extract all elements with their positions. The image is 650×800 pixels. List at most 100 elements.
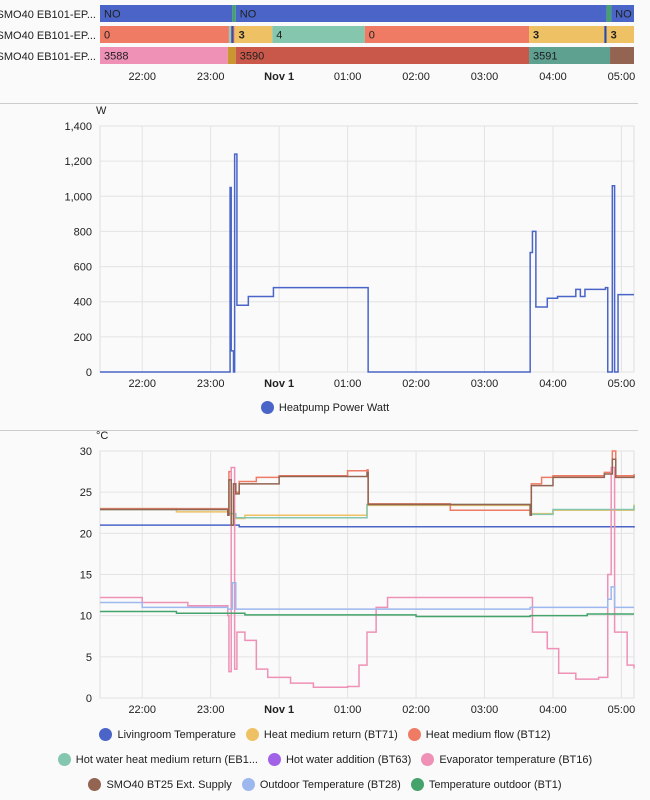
y-tick-label: 800 xyxy=(74,226,92,238)
temperature-legend: Livingroom Temperature Heat medium return… xyxy=(0,722,650,797)
legend-item[interactable]: Hot water heat medium return (EB1... xyxy=(57,747,258,772)
legend-item[interactable]: Evaporator temperature (BT16) xyxy=(421,747,592,772)
series-line xyxy=(100,466,635,689)
timeline-segment-value: 4 xyxy=(276,30,282,42)
timeline-segment[interactable]: NO xyxy=(100,5,233,22)
timeline-segment[interactable]: 3588 xyxy=(100,47,228,64)
legend-item[interactable]: Outdoor Temperature (BT28) xyxy=(241,772,401,797)
timeline-segment-bar xyxy=(606,5,612,22)
legend-label: Heat medium return (BT71) xyxy=(263,728,398,741)
timeline-segment[interactable]: NO xyxy=(611,5,634,22)
x-tick-label: Nov 1 xyxy=(264,378,294,390)
x-tick-label: 03:00 xyxy=(471,378,499,390)
timeline-segment-bar xyxy=(235,47,530,64)
timeline-segment[interactable] xyxy=(606,5,612,22)
timeline-segment-bar xyxy=(232,5,236,22)
legend-swatch-icon xyxy=(88,778,102,791)
timeline-segment[interactable]: 4 xyxy=(272,26,365,43)
x-tick-label: 02:00 xyxy=(402,71,430,83)
legend-item[interactable]: Heatpump Power Watt xyxy=(260,395,389,420)
timeline-segment-bar xyxy=(235,5,607,22)
timeline-segment[interactable]: 3591 xyxy=(529,47,611,64)
y-tick-label: 1,000 xyxy=(64,191,92,203)
legend-label: Heat medium flow (BT12) xyxy=(425,728,551,741)
x-tick-label: 23:00 xyxy=(197,378,225,390)
timeline-segment-value: NO xyxy=(240,9,257,21)
timeline-segment[interactable]: 3 xyxy=(234,26,273,43)
series-line xyxy=(100,581,634,610)
legend-label: Outdoor Temperature (BT28) xyxy=(259,778,401,791)
legend-label: Evaporator temperature (BT16) xyxy=(439,753,593,766)
timeline-segment-value: NO xyxy=(615,9,632,21)
timeline-segment[interactable] xyxy=(228,26,232,43)
x-tick-label: 03:00 xyxy=(471,704,499,716)
x-tick-label: 01:00 xyxy=(334,378,362,390)
timeline-segment[interactable]: NO xyxy=(235,5,607,22)
timeline-row-label: SMO40 EB101-EP... xyxy=(0,9,96,21)
timeline-segment-bar xyxy=(604,26,607,43)
x-tick-label: 23:00 xyxy=(197,704,225,716)
power-legend: Heatpump Power Watt xyxy=(0,395,650,420)
legend-swatch-icon xyxy=(99,728,113,741)
legend-swatch-icon xyxy=(245,728,259,741)
timeline-segment-value: 0 xyxy=(369,30,375,42)
legend-item[interactable]: Heat medium flow (BT12) xyxy=(407,722,551,747)
timeline-segment[interactable] xyxy=(610,47,634,64)
timeline-segment[interactable] xyxy=(231,26,234,43)
x-tick-label: 02:00 xyxy=(402,704,430,716)
divider xyxy=(0,430,638,431)
legend-label: Livingroom Temperature xyxy=(117,728,236,741)
timeline-segment-bar xyxy=(272,26,365,43)
legend-item[interactable]: Livingroom Temperature xyxy=(99,722,236,747)
timeline-segment-value: NO xyxy=(104,9,121,21)
timeline-segment[interactable] xyxy=(232,5,236,22)
y-tick-label: 15 xyxy=(80,570,92,582)
legend-label: Hot water heat medium return (EB1... xyxy=(75,753,258,766)
divider xyxy=(0,103,638,104)
legend-label: Temperature outdoor (BT1) xyxy=(428,778,562,791)
y-tick-label: 600 xyxy=(74,262,92,274)
x-tick-label: 23:00 xyxy=(197,71,225,83)
timeline-row-label: SMO40 EB101-EP... xyxy=(0,30,96,42)
series-line xyxy=(100,524,635,528)
timeline-segment[interactable] xyxy=(604,26,607,43)
timeline-segment[interactable]: 3 xyxy=(529,26,605,43)
x-tick-label: 01:00 xyxy=(334,704,362,716)
timeline-segment-bar xyxy=(610,47,634,64)
x-tick-label: 22:00 xyxy=(128,71,156,83)
legend-item[interactable]: Temperature outdoor (BT1) xyxy=(410,772,562,797)
timeline-segment-value: 3 xyxy=(533,30,539,42)
y-tick-label: 0 xyxy=(86,367,92,379)
timeline-segment[interactable]: 3590 xyxy=(235,47,530,64)
legend-swatch-icon xyxy=(267,753,281,766)
timeline-segment-value: 3 xyxy=(239,30,245,42)
legend-label: SMO40 BT25 Ext. Supply xyxy=(106,778,232,791)
timeline-segment[interactable]: 0 xyxy=(364,26,530,43)
timeline-segment-bar xyxy=(529,47,611,64)
x-tick-label: 05:00 xyxy=(608,378,636,390)
y-tick-label: 20 xyxy=(80,528,92,540)
timeline-segment[interactable] xyxy=(227,47,236,64)
timeline-segment-bar xyxy=(611,5,634,22)
legend-swatch-icon xyxy=(410,778,424,791)
timeline-segment-value: 3 xyxy=(611,30,617,42)
legend-item[interactable]: Heat medium return (BT71) xyxy=(245,722,398,747)
timeline-segment-bar xyxy=(100,5,233,22)
x-tick-label: 04:00 xyxy=(539,71,567,83)
timeline-segment-bar xyxy=(100,26,229,43)
timeline-segment[interactable] xyxy=(233,26,235,43)
x-tick-label: 03:00 xyxy=(471,71,499,83)
legend-item[interactable]: Hot water addition (BT63) xyxy=(267,747,411,772)
timeline-segment-bar xyxy=(228,26,232,43)
timeline-segment-value: 0 xyxy=(104,30,110,42)
legend-swatch-icon xyxy=(407,728,421,741)
legend-swatch-icon xyxy=(260,401,274,414)
timeline-segment[interactable]: 3 xyxy=(606,26,634,43)
legend-swatch-icon xyxy=(241,778,255,791)
timeline-segment[interactable]: 0 xyxy=(100,26,229,43)
x-tick-label: 22:00 xyxy=(128,378,156,390)
timeline-segment-bar xyxy=(231,26,234,43)
x-tick-label: 05:00 xyxy=(608,704,636,716)
legend-item[interactable]: SMO40 BT25 Ext. Supply xyxy=(88,772,232,797)
